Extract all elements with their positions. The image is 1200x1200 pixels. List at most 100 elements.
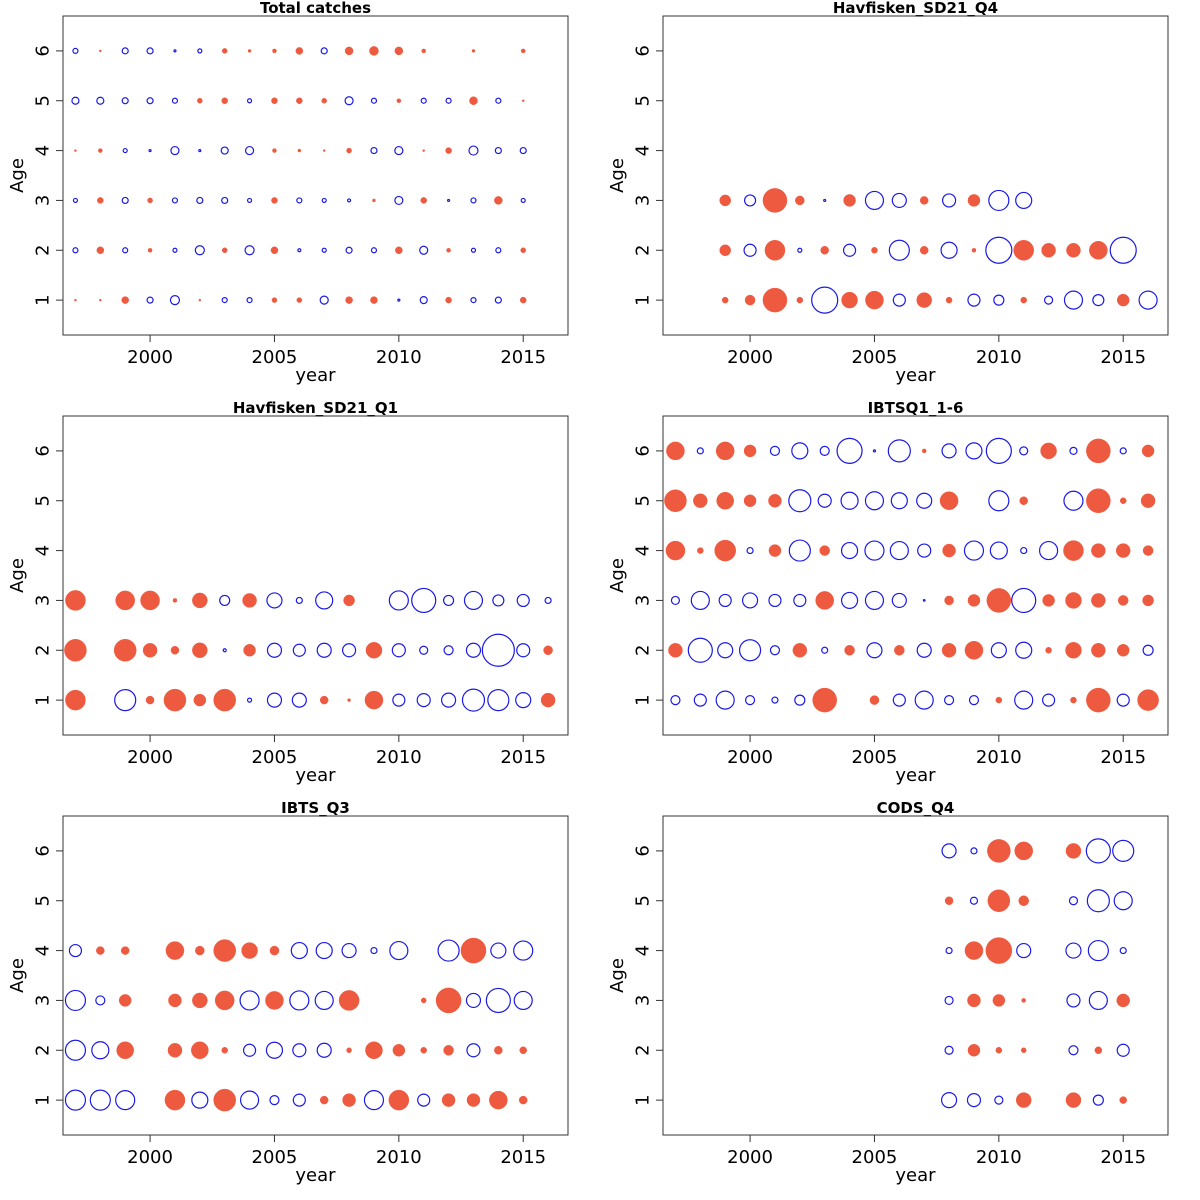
bubble [99,49,102,53]
y-tick-label: 5 [33,95,54,106]
bubble [521,99,525,102]
bubble [715,441,735,461]
bubble [871,247,878,254]
bubble [197,48,203,54]
bubble [943,695,955,706]
y-tick-label: 2 [33,245,54,256]
bubble [721,296,729,304]
bubble [115,1090,136,1111]
bubble [1038,540,1059,561]
bubble [518,1095,528,1105]
y-tick-label: 4 [33,945,54,956]
bubble [96,246,105,255]
bubble [346,147,352,154]
y-tick-label: 2 [633,645,654,656]
bubble [1065,942,1082,959]
y-axis-label: Age [7,958,28,993]
bubble [1069,446,1078,455]
bubble [520,247,526,254]
bubble [1091,643,1106,658]
bubble [246,297,253,304]
bubble [971,248,977,253]
bubble [795,195,805,206]
bubble [494,296,502,304]
bubble [96,946,105,955]
bubble [1142,644,1154,656]
bubble [843,194,856,207]
bubble [173,49,177,53]
bubble [744,294,756,306]
bubble [322,149,326,152]
bubble [987,839,1011,863]
y-tick-label: 3 [33,995,54,1006]
bubble [343,594,355,607]
bubble [540,692,556,708]
bubble [320,47,328,55]
bubble [1013,240,1034,261]
bubble [71,96,80,105]
bubble [970,847,978,855]
bubble [964,641,984,660]
x-tick-label: 2015 [500,347,546,368]
bubble [819,545,830,556]
bubble [170,646,180,655]
bubble [485,987,511,1014]
bubble [921,448,927,454]
bubble [243,644,256,657]
bubble [1116,993,1130,1008]
bubble [171,197,179,204]
bubble [821,646,829,654]
bubble [372,198,376,203]
y-tick-label: 4 [633,945,654,956]
bubble [945,296,953,304]
bubble [121,196,129,205]
x-tick-label: 2010 [376,1147,422,1168]
bubble [969,896,979,905]
bubble [1119,447,1127,455]
bubble [118,994,132,1007]
bubble [116,1041,134,1060]
bubble [894,645,905,656]
bubble [993,294,1005,306]
bubble [1065,642,1082,659]
x-tick-label: 2000 [127,747,173,768]
x-tick-label: 2000 [727,1147,773,1168]
bubble [1070,696,1077,704]
bubble [544,596,552,605]
bubble [192,592,208,609]
panel-5: IBTS_Q3 2000 2005 2010 2015 1 2 3 4 5 6 year Age [7,799,569,1186]
bubble [1091,593,1106,608]
y-tick-label: 6 [633,445,654,456]
bubble [665,540,686,561]
plot-frame [62,415,569,736]
bubble [121,47,129,55]
bubble [1014,841,1033,861]
bubble [295,596,303,605]
bubble [1138,290,1158,310]
bubble [219,594,231,607]
bubble [815,591,834,610]
bubble [664,489,687,512]
bubble [370,146,378,155]
panel-title: Total catches [260,0,371,17]
bubble [392,693,406,707]
bubble [864,491,885,511]
bubble [1011,587,1037,614]
x-tick-label: 2010 [976,747,1022,768]
bubble [1091,543,1106,558]
bubble [1142,545,1154,556]
bubble [489,1090,508,1110]
x-tick-label: 2005 [852,347,898,368]
x-axis-label: year [295,1165,336,1186]
y-tick-label: 3 [633,595,654,606]
bubble [994,1095,1004,1105]
bubble [985,437,1012,464]
y-tick-label: 2 [33,645,54,656]
bubble [463,590,484,611]
bubble [265,1041,284,1059]
bubble [98,148,103,153]
y-tick-label: 6 [33,845,54,856]
bubble [717,642,734,659]
bubble [945,946,953,955]
panel-4: IBTSQ1_1-6 2000 2005 2010 2015 1 2 3 4 5 6 year Age [607,399,1169,786]
